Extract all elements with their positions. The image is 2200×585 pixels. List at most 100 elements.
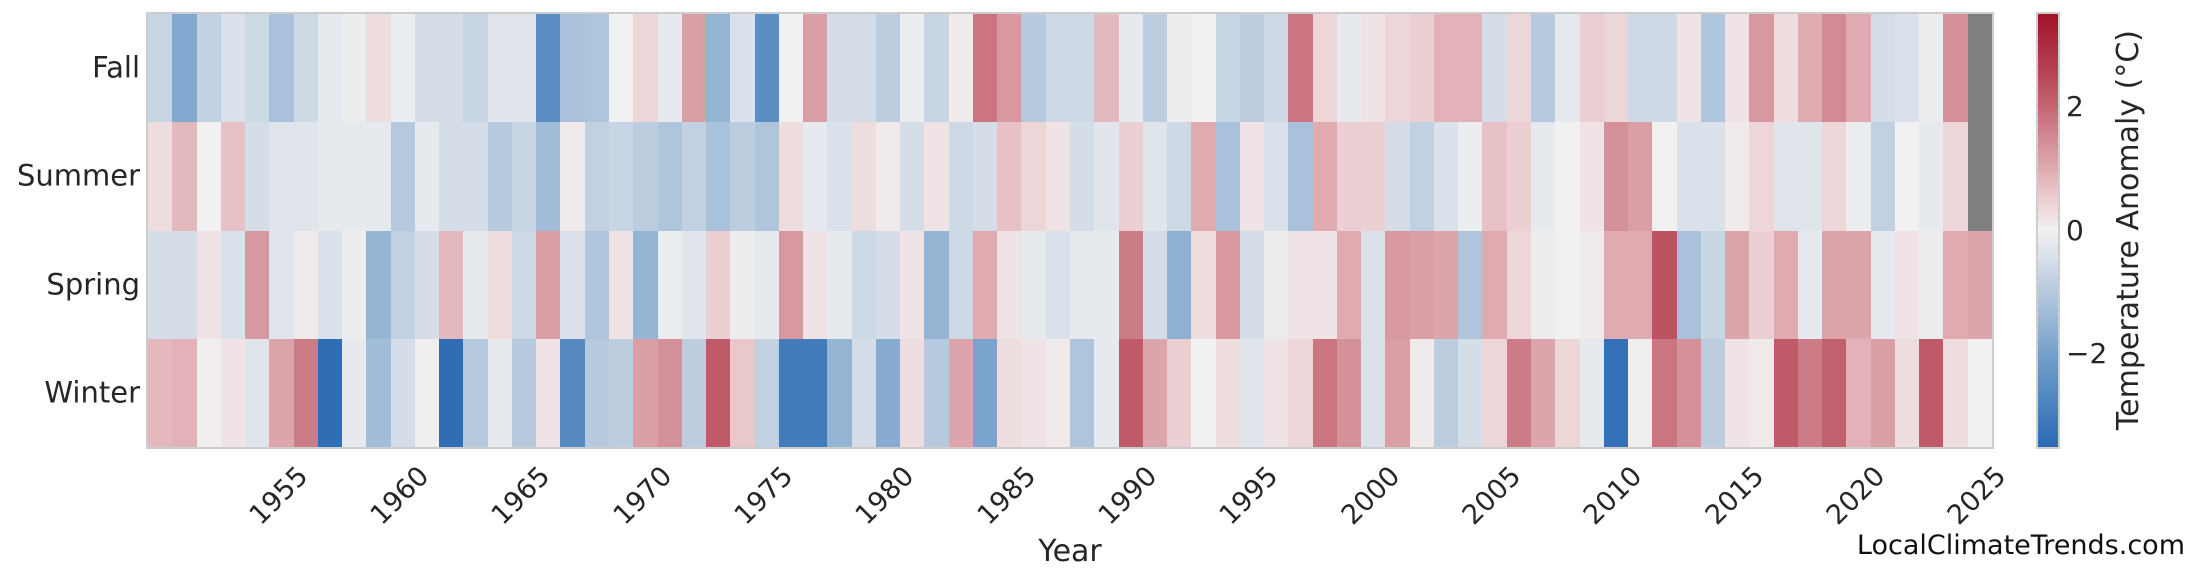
heatmap-cell xyxy=(609,230,634,339)
heatmap-cell xyxy=(1943,14,1968,123)
heatmap-cell xyxy=(633,122,658,231)
heatmap-cell xyxy=(1458,338,1483,447)
xtick-label-2005: 2005 xyxy=(1456,460,1528,532)
x-axis-title: Year xyxy=(1038,534,1102,569)
heatmap-cell xyxy=(1045,14,1070,123)
heatmap-cell xyxy=(851,338,876,447)
heatmap-cell xyxy=(1870,122,1895,231)
heatmap-cell xyxy=(1167,230,1192,339)
heatmap-cell xyxy=(851,14,876,123)
heatmap-cell xyxy=(1846,338,1871,447)
heatmap-cell xyxy=(536,338,561,447)
heatmap-cell xyxy=(1045,122,1070,231)
heatmap-cell xyxy=(803,122,828,231)
heatmap-cell xyxy=(1555,122,1580,231)
heatmap-cell xyxy=(1700,122,1726,231)
heatmap-cell xyxy=(827,14,852,123)
heatmap-cell xyxy=(1167,122,1192,231)
heatmap-cell xyxy=(1433,338,1459,447)
heatmap-cell xyxy=(609,14,634,123)
xtick-label-2020: 2020 xyxy=(1820,460,1892,532)
heatmap-cell xyxy=(1506,122,1531,231)
heatmap-cell xyxy=(754,338,779,447)
heatmap-cell xyxy=(1118,14,1143,123)
heatmap-cell xyxy=(1894,230,1920,339)
heatmap-cell xyxy=(706,230,731,339)
heatmap-cell xyxy=(1191,338,1216,447)
heatmap-cell xyxy=(1361,338,1386,447)
heatmap-cell xyxy=(681,230,707,339)
heatmap-cell xyxy=(1531,14,1556,123)
xtick-label-1985: 1985 xyxy=(971,460,1042,532)
heatmap-cell xyxy=(1385,338,1410,447)
heatmap-cell xyxy=(366,338,391,447)
heatmap-cell xyxy=(1773,122,1798,231)
heatmap-cell xyxy=(1433,14,1459,123)
heatmap-cell xyxy=(1822,338,1847,447)
heatmap-cell xyxy=(1118,338,1143,447)
heatmap-cell xyxy=(778,230,804,339)
heatmap-cell xyxy=(463,338,488,447)
heatmap-cell xyxy=(1458,230,1483,339)
heatmap-cell xyxy=(1312,230,1337,339)
heatmap-cell xyxy=(633,230,658,339)
heatmap-cell xyxy=(1458,14,1483,123)
heatmap-cell xyxy=(1021,14,1046,123)
heatmap-cell xyxy=(827,338,852,447)
heatmap-cell xyxy=(1846,230,1871,339)
heatmap-cell xyxy=(1773,338,1798,447)
heatmap-cell xyxy=(1894,14,1920,123)
heatmap-cell xyxy=(342,230,367,339)
heatmap-cell xyxy=(1725,122,1750,231)
heatmap-cell xyxy=(1482,14,1507,123)
heatmap-cell xyxy=(1288,230,1313,339)
heatmap-cell xyxy=(1070,122,1095,231)
heatmap-cell xyxy=(924,14,949,123)
heatmap-cell xyxy=(439,14,464,123)
heatmap-cell xyxy=(1312,338,1337,447)
heatmap-cell xyxy=(269,122,294,231)
heatmap-cell xyxy=(1870,338,1895,447)
heatmap-cell xyxy=(730,230,755,339)
heatmap-cell xyxy=(1603,338,1629,447)
heatmap-cell xyxy=(1361,14,1386,123)
heatmap-cell xyxy=(1433,230,1459,339)
xtick-label-1980: 1980 xyxy=(850,460,921,532)
heatmap-cell xyxy=(414,338,440,447)
heatmap-cell xyxy=(390,14,415,123)
heatmap-cell xyxy=(390,122,415,231)
heatmap-cell xyxy=(293,14,318,123)
heatmap-cell xyxy=(657,122,682,231)
heatmap-cell xyxy=(1894,122,1920,231)
heatmap-cell xyxy=(1021,122,1046,231)
heatmap-cell xyxy=(1239,122,1265,231)
heatmap-cell xyxy=(1385,14,1410,123)
heatmap-cell xyxy=(414,14,440,123)
heatmap-cell xyxy=(1773,230,1798,339)
heatmap-cell xyxy=(196,122,221,231)
heatmap-cell xyxy=(439,122,464,231)
colorbar-tick-−2: −2 xyxy=(2066,337,2108,371)
heatmap-cell xyxy=(1846,122,1871,231)
heatmap-cell xyxy=(1773,14,1798,123)
heatmap-cell xyxy=(657,230,682,339)
heatmap-cell xyxy=(1531,230,1556,339)
heatmap-cell xyxy=(851,122,876,231)
row-label-winter: Winter xyxy=(44,375,140,410)
heatmap-cell xyxy=(1482,122,1507,231)
heatmap-cell xyxy=(1409,230,1434,339)
row-label-spring: Spring xyxy=(46,267,140,302)
heatmap-cell xyxy=(1239,338,1265,447)
heatmap-cell xyxy=(972,122,998,231)
heatmap-plot-area xyxy=(146,12,1994,449)
heatmap-cell xyxy=(584,338,609,447)
heatmap-cell xyxy=(317,338,343,447)
heatmap-cell xyxy=(900,230,925,339)
heatmap-cell xyxy=(924,122,949,231)
heatmap-cell xyxy=(803,338,828,447)
heatmap-cell xyxy=(730,14,755,123)
heatmap-cell xyxy=(1336,122,1362,231)
heatmap-cell xyxy=(1628,122,1653,231)
heatmap-cell xyxy=(1700,14,1726,123)
